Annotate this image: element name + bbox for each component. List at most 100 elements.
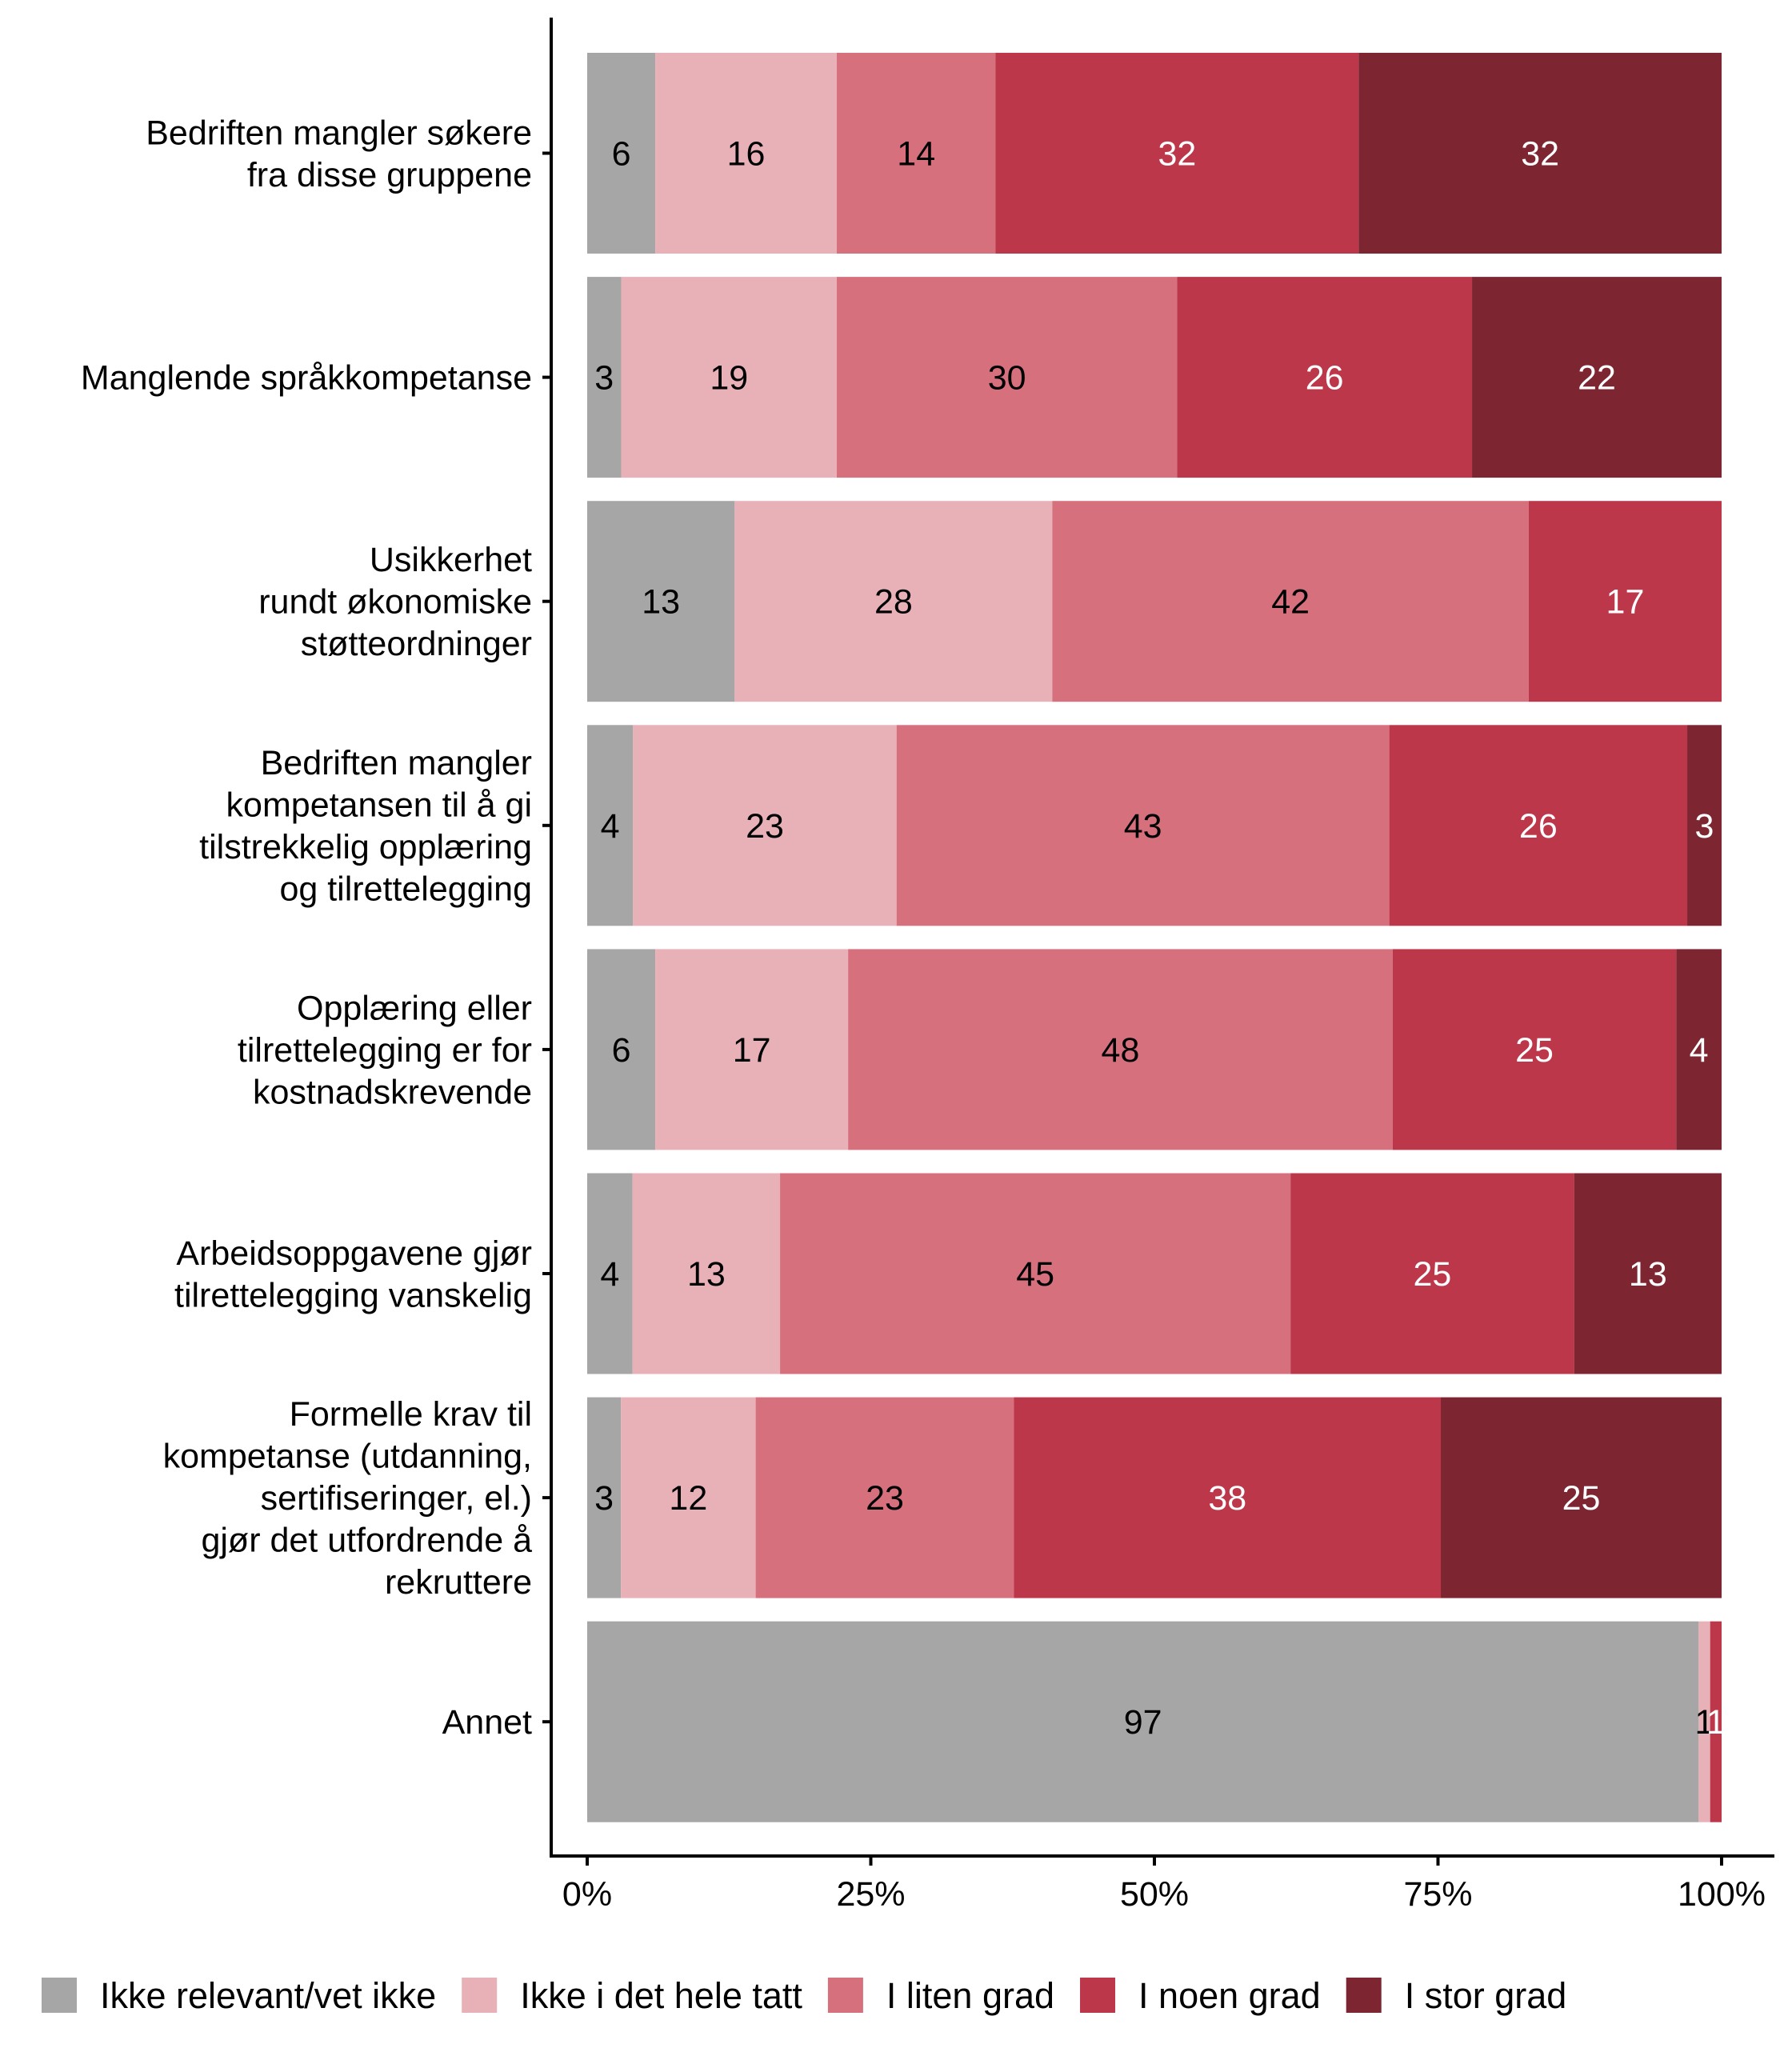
bar-segment xyxy=(1389,725,1688,926)
segment-label: 26 xyxy=(1306,359,1344,398)
legend-swatch xyxy=(1346,1978,1382,2013)
bar-segment xyxy=(632,1173,781,1374)
bar-segment xyxy=(587,1621,1699,1822)
bar-segment xyxy=(1177,277,1473,478)
legend-swatch xyxy=(827,1978,863,2013)
bar-segment xyxy=(1358,53,1722,254)
legend-label: I noen grad xyxy=(1138,1975,1321,2016)
x-tick-label: 75% xyxy=(1403,1875,1472,1914)
bar-segment xyxy=(655,53,837,254)
bar-segment xyxy=(655,949,849,1150)
segment-label: 13 xyxy=(642,583,680,622)
bar-segment xyxy=(621,1397,756,1598)
y-axis-category-label: Annet xyxy=(442,1703,532,1742)
bar-segment xyxy=(1676,949,1722,1150)
x-tick-label: 100% xyxy=(1678,1875,1766,1914)
legend-item: Ikke i det hele tatt xyxy=(462,1975,802,2016)
legend-label: Ikke i det hele tatt xyxy=(520,1975,802,2016)
bar-segment xyxy=(1014,1397,1442,1598)
bar-segment xyxy=(587,725,634,926)
legend-label: Ikke relevant/vet ikke xyxy=(100,1975,436,2016)
segment-label: 22 xyxy=(1578,359,1616,398)
segment-label: 14 xyxy=(897,135,935,174)
legend-label: I stor grad xyxy=(1405,1975,1567,2016)
y-axis-category-label: Usikkerhet rundt økonomiske støtteordninge… xyxy=(258,541,532,663)
segment-label: 17 xyxy=(1606,583,1645,622)
bar-segment xyxy=(755,1397,1014,1598)
segment-label: 26 xyxy=(1519,807,1558,846)
bar-segment xyxy=(1472,277,1722,478)
legend-swatch xyxy=(462,1978,498,2013)
segment-label: 25 xyxy=(1413,1255,1451,1294)
segment-label: 3 xyxy=(594,359,614,398)
bar-segment xyxy=(1687,725,1722,926)
segment-label: 32 xyxy=(1521,135,1559,174)
legend-item: I stor grad xyxy=(1346,1975,1567,2016)
segment-label: 12 xyxy=(669,1479,707,1518)
x-tick-label: 25% xyxy=(836,1875,905,1914)
bar-segment xyxy=(1290,1173,1574,1374)
segment-label: 48 xyxy=(1102,1031,1140,1070)
segment-label: 32 xyxy=(1158,135,1196,174)
bar-segment xyxy=(734,501,1053,702)
legend: Ikke relevant/vet ikke Ikke i det hele ta… xyxy=(42,1975,1566,2016)
segment-label: 25 xyxy=(1515,1031,1554,1070)
bars-layer xyxy=(587,53,1722,1822)
bar-segment xyxy=(587,949,656,1150)
bar-segment xyxy=(848,949,1393,1150)
segment-label: 23 xyxy=(746,807,784,846)
axes-layer xyxy=(550,18,1774,1858)
segment-label: 13 xyxy=(1629,1255,1667,1294)
legend-item: I noen grad xyxy=(1080,1975,1321,2016)
bar-segment xyxy=(1392,949,1677,1150)
bar-segment xyxy=(1710,1621,1722,1822)
legend-label: I liten grad xyxy=(886,1975,1054,2016)
bar-segment xyxy=(587,1173,633,1374)
segment-label: 45 xyxy=(1016,1255,1054,1294)
segment-label: 4 xyxy=(601,807,620,846)
segment-label: 1 xyxy=(1695,1703,1714,1742)
bar-segment xyxy=(587,277,622,478)
y-axis-category-label: Arbeidsoppgavene gjør tilrettelegging van… xyxy=(174,1234,532,1315)
y-axis-category-label: Bedriften mangler søkere fra disse gruppe… xyxy=(146,114,532,194)
legend-swatch xyxy=(1080,1978,1116,2013)
bar-segment xyxy=(836,277,1178,478)
segment-label: 3 xyxy=(594,1479,614,1518)
bar-segment xyxy=(621,277,837,478)
bar-segment xyxy=(587,1397,622,1598)
segment-label: 19 xyxy=(710,359,748,398)
segment-label: 3 xyxy=(1695,807,1714,846)
segment-label: 6 xyxy=(612,135,631,174)
y-axis-category-label: Bedriften mangler kompetansen til å gi til… xyxy=(199,744,532,909)
y-axis-category-label: Manglende språkkompetanse xyxy=(81,359,532,398)
x-axis-ticks: 0% 25% 50% 75% 100% xyxy=(562,1856,1766,1914)
legend-item: I liten grad xyxy=(827,1975,1054,2016)
bar-segment xyxy=(1441,1397,1722,1598)
y-axis-labels: Bedriften mangler søkere fra disse gruppe… xyxy=(81,114,551,1742)
x-tick-label: 0% xyxy=(562,1875,612,1914)
bar-segment xyxy=(780,1173,1291,1374)
x-tick-label: 50% xyxy=(1120,1875,1189,1914)
legend-item: Ikke relevant/vet ikke xyxy=(42,1975,436,2016)
bar-segment xyxy=(995,53,1359,254)
segment-label: 30 xyxy=(988,359,1026,398)
bar-segment xyxy=(896,725,1390,926)
bar-segment xyxy=(1574,1173,1722,1374)
segment-label: 25 xyxy=(1562,1479,1601,1518)
y-axis-category-label: Opplæring eller tilrettelegging er for kos… xyxy=(238,989,532,1111)
bar-segment xyxy=(1052,501,1529,702)
segment-label: 23 xyxy=(866,1479,904,1518)
segment-label: 38 xyxy=(1208,1479,1246,1518)
segment-label: 97 xyxy=(1124,1703,1162,1742)
legend-swatch xyxy=(42,1978,77,2013)
segment-label: 28 xyxy=(874,583,913,622)
segment-label: 4 xyxy=(600,1255,619,1294)
segment-label: 6 xyxy=(612,1031,631,1070)
bar-segment xyxy=(587,53,656,254)
segment-label: 13 xyxy=(687,1255,726,1294)
bar-segment xyxy=(587,501,735,702)
bar-segment xyxy=(836,53,996,254)
bar-segment xyxy=(633,725,897,926)
